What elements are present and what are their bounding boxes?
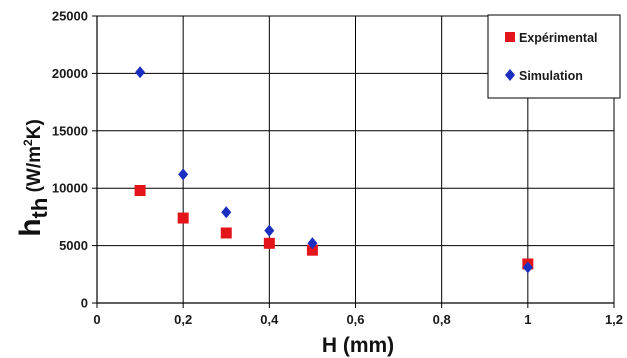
x-tick-label-3: 0,6: [346, 312, 364, 327]
point-simulation-1: [178, 168, 189, 181]
y-axis-title: hth (W/m2K): [14, 119, 52, 237]
legend-marker-experimental: [505, 32, 515, 42]
x-axis-title: H (mm): [322, 334, 394, 357]
axes: [92, 15, 615, 308]
point-simulation-3: [264, 224, 275, 237]
point-experimental-0: [134, 184, 146, 196]
y-tick-label-2: 10000: [52, 181, 88, 196]
point-simulation-0: [135, 66, 146, 79]
y-tick-label-4: 20000: [52, 66, 88, 81]
x-tick-label-5: 1: [524, 312, 531, 327]
y-axis-title-sub: th: [27, 198, 52, 219]
legend-box: [487, 14, 621, 99]
point-simulation-4: [307, 237, 318, 250]
legend-marker-simulation: [505, 69, 515, 81]
y-axis-title-unit-sup: 2: [21, 139, 35, 146]
y-axis-title-unit-pre: (W/m: [24, 146, 45, 198]
legend-label-simulation: Simulation: [519, 69, 583, 83]
x-tick-label-0: 0: [93, 312, 100, 327]
x-tick-label-1: 0,2: [174, 312, 192, 327]
point-experimental-1: [177, 212, 189, 224]
tick-labels: 0 5000 10000 15000 20000 25000 0 0,2 0,4 0,6 0,8 1 1…: [52, 9, 623, 328]
x-tick-label-2: 0,4: [260, 312, 279, 327]
y-axis-title-unit-post: K): [24, 119, 45, 139]
point-simulation-5: [522, 261, 533, 274]
data-points: [134, 66, 534, 274]
legend: Expérimental Simulation: [487, 14, 621, 99]
y-tick-label-1: 5000: [59, 238, 88, 253]
point-experimental-3: [263, 237, 275, 249]
y-tick-label-3: 15000: [52, 123, 88, 138]
point-experimental-4: [306, 244, 318, 256]
point-simulation-2: [221, 206, 232, 219]
legend-label-experimental: Expérimental: [519, 31, 598, 45]
point-experimental-2: [220, 227, 232, 239]
x-tick-label-4: 0,8: [433, 312, 451, 327]
x-tick-label-6: 1,2: [605, 312, 623, 327]
y-tick-label-0: 0: [81, 296, 88, 311]
y-tick-label-5: 25000: [52, 9, 88, 24]
y-axis-title-main: h: [14, 218, 47, 236]
